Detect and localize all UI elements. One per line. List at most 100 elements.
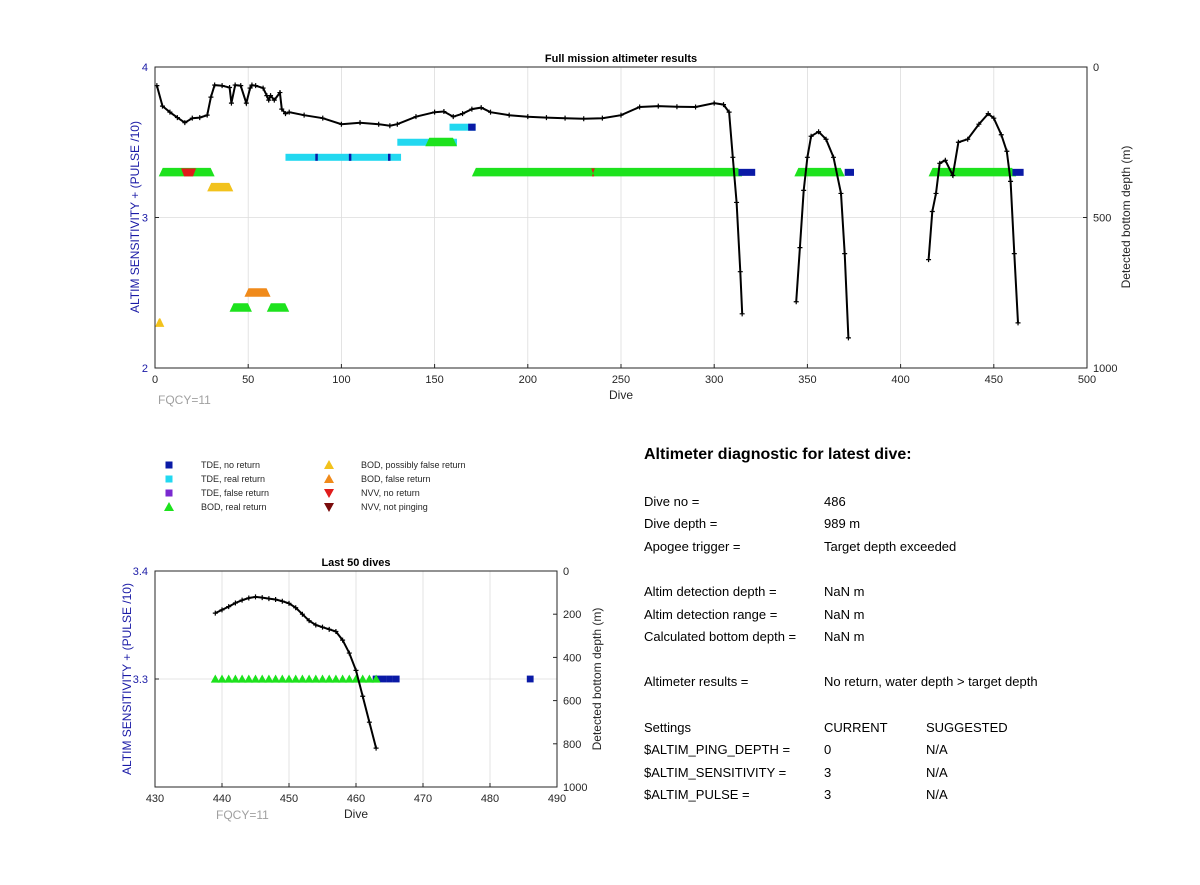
diag-row-apogee-trigger: Apogee trigger = Target depth exceeded [644, 539, 1184, 557]
x-tick-label: 400 [891, 374, 909, 386]
depth-point [243, 100, 249, 106]
bod-real-marker [324, 674, 334, 683]
x-tick-label: 50 [242, 374, 254, 386]
tde-marker-run [738, 168, 756, 176]
tde-marker-run [844, 168, 854, 176]
bod-marker-run [207, 182, 234, 192]
bod-real-marker [217, 674, 227, 683]
depth-point [942, 157, 948, 163]
setting-row-ping-depth: $ALTIM_PING_DEPTH = 0 N/A [644, 742, 1184, 760]
legend-label: NVV, no return [361, 488, 420, 498]
settings-header-row: Settings CURRENT SUGGESTED [644, 720, 1184, 738]
bod-real-marker [224, 674, 234, 683]
settings-header: Settings [644, 720, 691, 735]
legend: TDE, no return TDE, real return TDE, false… [164, 460, 466, 512]
nvv-marker-run [181, 168, 197, 177]
depth-point [441, 109, 447, 115]
tde-no-return-marker [392, 675, 400, 683]
depth-point [232, 82, 238, 88]
bottom-y2-axis-label: Detected bottom depth (m) [590, 608, 604, 751]
setting-suggested: N/A [926, 742, 948, 757]
nvv-marker-run [591, 168, 595, 177]
depth-point [189, 115, 195, 121]
depth-point [204, 112, 210, 118]
depth-point [247, 85, 253, 91]
depth-point [1008, 178, 1014, 184]
diag-value: No return, water depth > target depth [824, 674, 1038, 689]
depth-point [478, 105, 484, 111]
bod-real-marker [244, 674, 254, 683]
y2-tick-label: 500 [1093, 213, 1111, 225]
depth-point [228, 100, 234, 106]
depth-point [842, 251, 848, 257]
legend-swatch [324, 474, 334, 483]
depth-point [618, 112, 624, 118]
depth-line [795, 130, 850, 338]
depth-point [506, 112, 512, 118]
depth-point [804, 154, 810, 160]
depth-point [326, 626, 332, 632]
depth-point [273, 597, 279, 603]
depth-point [985, 111, 991, 117]
depth-point [306, 618, 312, 624]
x-tick-label: 440 [213, 793, 231, 805]
bod-real-marker [331, 674, 341, 683]
setting-suggested: N/A [926, 765, 948, 780]
bod-real-marker [277, 674, 287, 683]
depth-point [1011, 251, 1017, 257]
diag-label: Altimeter results = [644, 674, 749, 689]
bod-real-marker [297, 674, 307, 683]
bod-real-marker [371, 674, 381, 683]
x-tick-label: 300 [705, 374, 723, 386]
x-tick-label: 100 [332, 374, 350, 386]
legend-label: NVV, not pinging [361, 502, 428, 512]
y2-tick-label: 600 [563, 696, 581, 708]
depth-point [711, 100, 717, 106]
y-tick-label: 3.4 [133, 566, 148, 578]
depth-point [301, 112, 307, 118]
depth-point [1004, 148, 1010, 154]
depth-point [637, 104, 643, 110]
depth-point [937, 160, 943, 166]
legend-swatch [165, 461, 173, 469]
bod-marker-run [155, 318, 165, 327]
bod-real-marker [210, 674, 220, 683]
depth-point [212, 82, 218, 88]
depth-point [674, 104, 680, 110]
top-bar-series [155, 123, 1024, 327]
depth-point [259, 595, 265, 601]
depth-point [1015, 320, 1021, 326]
depth-point [238, 83, 244, 89]
depth-point [246, 595, 252, 601]
bottom-bar-series [210, 674, 534, 683]
depth-point [279, 598, 285, 604]
depth-point [838, 190, 844, 196]
setting-row-sensitivity: $ALTIM_SENSITIVITY = 3 N/A [644, 765, 1184, 783]
depth-point [734, 199, 740, 205]
depth-point [320, 624, 325, 630]
depth-point [159, 103, 165, 109]
depth-point [845, 335, 851, 341]
bod-marker-run [425, 137, 457, 147]
x-tick-label: 430 [146, 793, 164, 805]
tde-marker-run [315, 153, 318, 161]
legend-label: TDE, no return [201, 460, 260, 470]
depth-point [333, 628, 339, 634]
x-tick-label: 0 [152, 374, 158, 386]
depth-point [286, 600, 292, 606]
bod-real-marker [304, 674, 314, 683]
depth-point [955, 139, 961, 145]
depth-point [721, 102, 727, 108]
x-tick-label: 250 [612, 374, 630, 386]
tde-no-return-marker [526, 675, 534, 683]
depth-point [730, 154, 736, 160]
diag-value: 989 m [824, 516, 861, 531]
depth-point [253, 83, 259, 89]
setting-suggested: N/A [926, 787, 948, 802]
tde-no-return-marker [379, 675, 387, 683]
depth-point [268, 93, 274, 99]
depth-point [167, 109, 173, 115]
top-x-axis-label: Dive [609, 388, 633, 402]
